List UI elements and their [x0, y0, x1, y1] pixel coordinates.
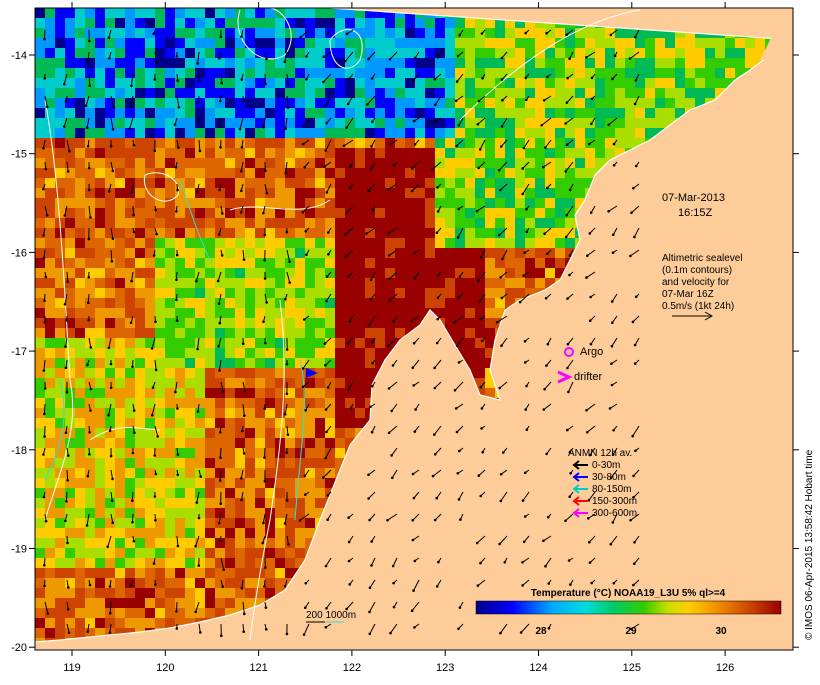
credit-text: © IMOS 06-Apr-2015 13:58:42 Hobart time: [804, 449, 815, 640]
altimetry-line-4: 07-Mar 16Z: [662, 289, 714, 300]
colorbar-gradient: [476, 601, 781, 614]
y-tick-label: -18: [11, 445, 27, 457]
x-tick-label: 122: [343, 662, 361, 674]
altimetry-line-1: Altimetric sealevel: [662, 253, 743, 264]
y-tick-label: -17: [11, 346, 27, 358]
colorbar-tick-30: 30: [715, 626, 727, 637]
anmn-item-label: 80-150m: [592, 484, 631, 495]
y-tick-label: -19: [11, 544, 27, 556]
anmn-item-label: 30-80m: [592, 472, 626, 483]
x-tick-label: 121: [249, 662, 267, 674]
y-tick-label: -20: [11, 642, 27, 654]
colorbar-tick-29: 29: [625, 626, 637, 637]
altimetry-line-5: 0.5m/s (1kt 24h): [662, 301, 734, 312]
anmn-item-label: 150-300m: [592, 496, 637, 507]
anmn-item-label: 300-600m: [592, 508, 637, 519]
x-tick-label: 120: [156, 662, 174, 674]
drifter-label: drifter: [574, 371, 602, 383]
altimetry-line-3: and velocity for: [662, 277, 730, 288]
argo-label: Argo: [580, 346, 603, 358]
time-label: 16:15Z: [678, 207, 713, 219]
x-tick-label: 123: [436, 662, 454, 674]
date-label: 07-Mar-2013: [662, 192, 725, 204]
y-tick-label: -16: [11, 247, 27, 259]
x-tick-label: 126: [716, 662, 734, 674]
colorbar-tick-28: 28: [535, 626, 547, 637]
x-tick-label: 124: [529, 662, 547, 674]
plot-area: [35, 8, 795, 658]
colorbar-title: Temperature (°C) NOAA19_L3U 5% ql>=4: [531, 588, 726, 599]
bathy-label: 200 1000m: [306, 610, 356, 621]
anmn-item-label: 0-30m: [592, 460, 620, 471]
x-tick-label: 125: [623, 662, 641, 674]
y-tick-label: -14: [11, 50, 27, 62]
y-tick-label: -15: [11, 149, 27, 161]
altimetry-line-2: (0.1m contours): [662, 265, 732, 276]
x-tick-label: 119: [63, 662, 81, 674]
bathymetry-legend: 200 1000m: [306, 610, 356, 622]
anmn-title: ANMN 12h av.: [568, 448, 632, 459]
